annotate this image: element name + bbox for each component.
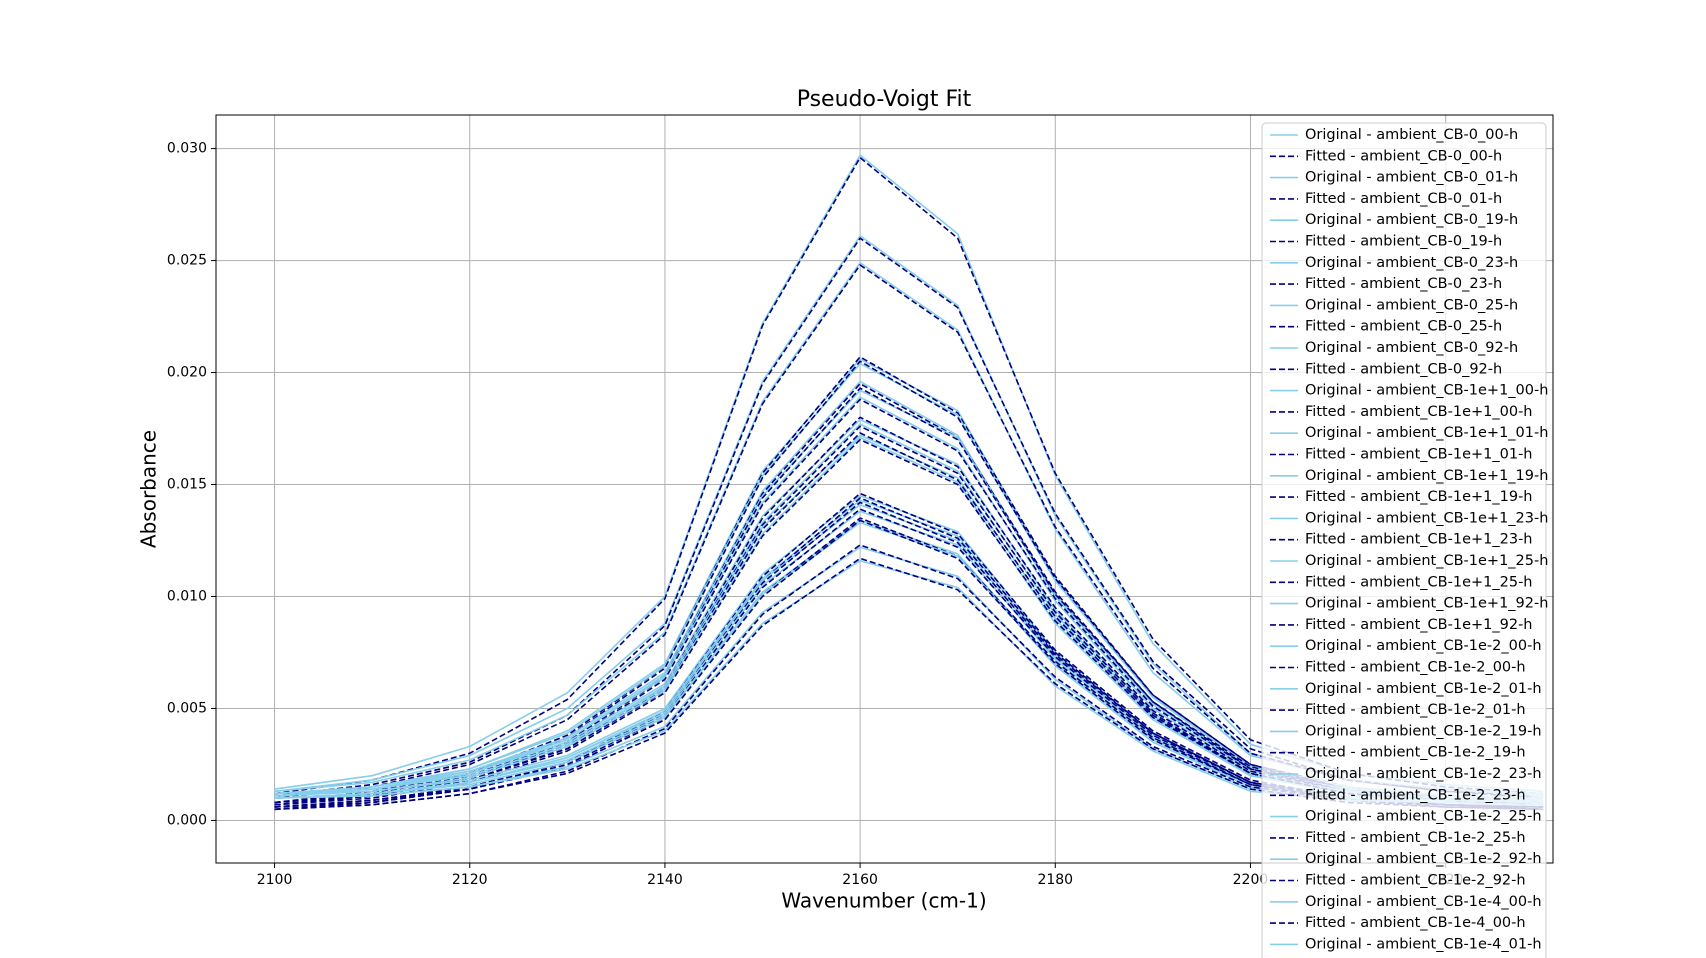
- legend-label: Original - ambient_CB-1e-2_23-h: [1305, 766, 1542, 782]
- legend-label: Original - ambient_CB-1e-2_01-h: [1305, 681, 1542, 697]
- legend-label: Original - ambient_CB-0_25-h: [1305, 297, 1518, 313]
- y-tick-label: 0.030: [167, 141, 207, 157]
- data-line: [274, 156, 1544, 795]
- legend-label: Original - ambient_CB-0_01-h: [1305, 170, 1518, 186]
- legend-label: Original - ambient_CB-1e-2_00-h: [1305, 638, 1542, 654]
- chart-title: Pseudo-Voigt Fit: [797, 87, 972, 112]
- legend-label: Fitted - ambient_CB-0_23-h: [1305, 276, 1502, 292]
- legend-label: Fitted - ambient_CB-1e-2_19-h: [1305, 745, 1526, 761]
- x-axis-label: Wavenumber (cm-1): [781, 889, 986, 913]
- legend-label: Fitted - ambient_CB-0_92-h: [1305, 361, 1502, 377]
- legend-label: Original - ambient_CB-1e+1_01-h: [1305, 425, 1548, 441]
- legend-label: Original - ambient_CB-1e-2_19-h: [1305, 723, 1542, 739]
- legend-label: Original - ambient_CB-0_00-h: [1305, 127, 1518, 143]
- legend-label: Original - ambient_CB-0_92-h: [1305, 340, 1518, 356]
- legend-label: Fitted - ambient_CB-1e+1_01-h: [1305, 447, 1533, 463]
- x-tick-label: 2120: [452, 872, 488, 888]
- legend-label: Original - ambient_CB-0_23-h: [1305, 255, 1518, 271]
- legend-label: Fitted - ambient_CB-0_25-h: [1305, 319, 1502, 335]
- legend-label: Fitted - ambient_CB-0_00-h: [1305, 148, 1502, 164]
- legend-label: Fitted - ambient_CB-1e-2_25-h: [1305, 830, 1526, 846]
- legend-label: Original - ambient_CB-1e-4_01-h: [1305, 936, 1542, 952]
- y-tick-label: 0.005: [167, 700, 207, 716]
- legend-label: Original - ambient_CB-1e+1_23-h: [1305, 510, 1548, 526]
- x-tick-label: 2140: [647, 872, 683, 888]
- legend-label: Fitted - ambient_CB-1e+1_25-h: [1305, 574, 1533, 590]
- x-tick-label: 2160: [842, 872, 878, 888]
- legend-label: Original - ambient_CB-0_19-h: [1305, 212, 1518, 228]
- legend-label: Original - ambient_CB-1e+1_25-h: [1305, 553, 1548, 569]
- legend-label: Fitted - ambient_CB-1e+1_00-h: [1305, 404, 1533, 420]
- legend-label: Fitted - ambient_CB-1e+1_92-h: [1305, 617, 1533, 633]
- legend-label: Fitted - ambient_CB-1e-4_00-h: [1305, 915, 1526, 931]
- legend-label: Fitted - ambient_CB-0_01-h: [1305, 191, 1502, 207]
- legend-box: [1261, 122, 1547, 958]
- legend: Original - ambient_CB-0_00-h Fitted - amb…: [1261, 122, 1548, 958]
- legend-label: Fitted - ambient_CB-1e-2_92-h: [1305, 873, 1526, 889]
- legend-label: Original - ambient_CB-1e-2_25-h: [1305, 809, 1542, 825]
- x-tick-label: 2200: [1233, 872, 1269, 888]
- legend-label: Fitted - ambient_CB-1e-2_01-h: [1305, 702, 1526, 718]
- legend-label: Fitted - ambient_CB-1e-2_00-h: [1305, 660, 1526, 676]
- legend-label: Fitted - ambient_CB-0_19-h: [1305, 234, 1502, 250]
- y-tick-label: 0.000: [167, 812, 207, 828]
- y-tick-label: 0.010: [167, 588, 207, 604]
- y-tick-label: 0.020: [167, 365, 207, 381]
- x-tick-label: 2180: [1037, 872, 1073, 888]
- legend-label: Fitted - ambient_CB-1e+1_23-h: [1305, 532, 1533, 548]
- y-tick-label: 0.025: [167, 253, 207, 269]
- legend-label: Original - ambient_CB-1e+1_19-h: [1305, 468, 1548, 484]
- axes-frame: [215, 114, 1554, 864]
- legend-label: Fitted - ambient_CB-1e-2_23-h: [1305, 787, 1526, 803]
- legend-label: Original - ambient_CB-1e+1_92-h: [1305, 596, 1548, 612]
- x-tick-label: 2100: [257, 872, 293, 888]
- legend-label: Original - ambient_CB-1e+1_00-h: [1305, 383, 1548, 399]
- legend-label: Fitted - ambient_CB-1e+1_19-h: [1305, 489, 1533, 505]
- y-axis-label: Absorbance: [137, 430, 161, 548]
- y-tick-label: 0.015: [167, 477, 207, 493]
- legend-label: Original - ambient_CB-1e-2_92-h: [1305, 851, 1542, 867]
- legend-label: Original - ambient_CB-1e-4_00-h: [1305, 894, 1542, 910]
